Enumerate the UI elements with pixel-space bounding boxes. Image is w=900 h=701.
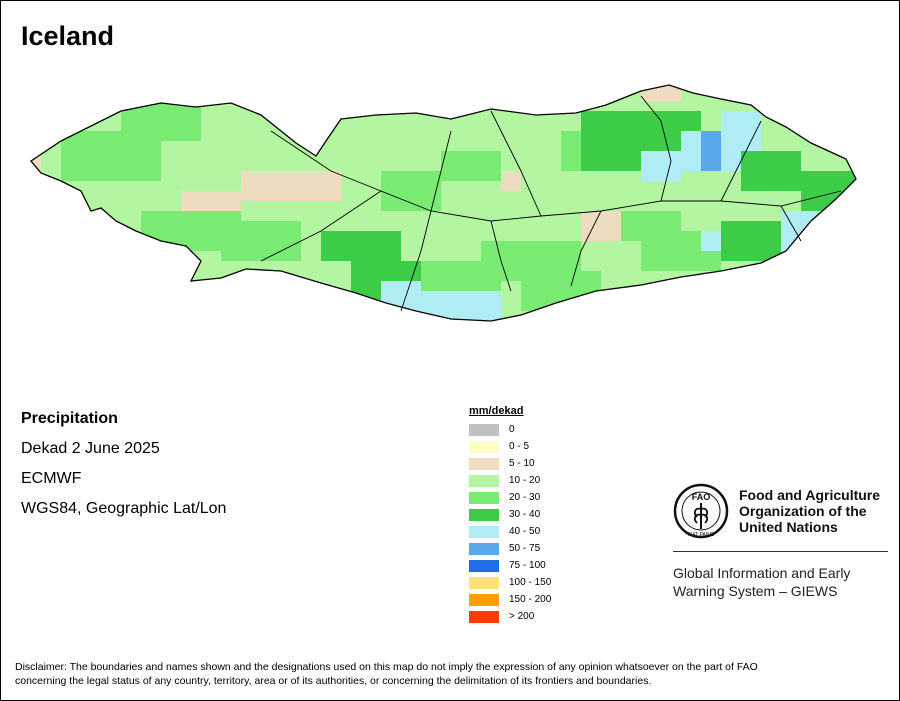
disclaimer: Disclaimer: The boundaries and names sho… <box>15 661 758 687</box>
legend-swatch <box>469 559 499 572</box>
map-title: Iceland <box>21 21 115 51</box>
legend-label: 0 <box>509 424 515 435</box>
legend-swatch <box>469 491 499 504</box>
legend-swatch <box>469 593 499 606</box>
legend-swatch <box>469 423 499 436</box>
legend-label: 40 - 50 <box>509 526 541 537</box>
svg-text:FAO: FAO <box>692 492 711 502</box>
legend-label: 50 - 75 <box>509 543 541 554</box>
legend-swatch <box>469 542 499 555</box>
legend-swatch <box>469 610 499 623</box>
legend-label: 0 - 5 <box>509 441 530 452</box>
map-info: Precipitation Dekad 2 June 2025 ECMWF WG… <box>21 408 226 528</box>
precip-grid <box>31 85 856 321</box>
giews-name: Global Information and Early Warning Sys… <box>673 565 851 599</box>
legend-swatch <box>469 474 499 487</box>
legend-item: 30 - 40 <box>469 506 551 523</box>
legend-label: 5 - 10 <box>509 458 535 469</box>
legend-item: 0 - 5 <box>469 438 551 455</box>
legend-swatch <box>469 457 499 470</box>
legend-label: 75 - 100 <box>509 560 546 571</box>
legend-swatch <box>469 525 499 538</box>
legend-label: 30 - 40 <box>509 509 541 520</box>
legend-swatch <box>469 440 499 453</box>
legend-label: 100 - 150 <box>509 577 552 588</box>
legend-item: 10 - 20 <box>469 472 551 489</box>
fao-logo: FAO FIAT PANIS Food and Agriculture Orga… <box>673 483 893 600</box>
legend-item: 5 - 10 <box>469 455 551 472</box>
legend-title: mm/dekad <box>469 405 524 417</box>
legend-classes: 0 0 - 5 5 - 10 10 - 20 20 - 30 30 - 40 40 - 50… <box>469 421 551 625</box>
svg-text:FIAT PANIS: FIAT PANIS <box>688 532 715 538</box>
logo-divider <box>673 551 888 552</box>
map-legend: mm/dekad 0 0 - 5 5 - 10 10 - 20 20 - 30 30 - … <box>469 405 551 625</box>
legend-item: 40 - 50 <box>469 523 551 540</box>
fao-emblem-icon: FAO FIAT PANIS <box>673 483 729 539</box>
iceland-coastline <box>30 84 857 322</box>
legend-item: 75 - 100 <box>469 557 551 574</box>
region-boundaries <box>260 95 842 312</box>
fao-org-name: Food and Agriculture Organization of the… <box>739 487 881 535</box>
legend-swatch <box>469 576 499 589</box>
source-label: ECMWF <box>21 470 82 487</box>
legend-item: 0 <box>469 421 551 438</box>
variable-label: Precipitation <box>21 410 118 427</box>
legend-item: > 200 <box>469 608 551 625</box>
legend-item: 50 - 75 <box>469 540 551 557</box>
legend-item: 150 - 200 <box>469 591 551 608</box>
legend-item: 100 - 150 <box>469 574 551 591</box>
legend-label: 20 - 30 <box>509 492 541 503</box>
legend-label: 150 - 200 <box>509 594 552 605</box>
legend-label: > 200 <box>509 611 535 622</box>
projection-label: WGS84, Geographic Lat/Lon <box>21 500 227 517</box>
precipitation-map <box>30 84 857 322</box>
period-label: Dekad 2 June 2025 <box>21 440 160 457</box>
legend-label: 10 - 20 <box>509 475 541 486</box>
legend-swatch <box>469 508 499 521</box>
legend-item: 20 - 30 <box>469 489 551 506</box>
